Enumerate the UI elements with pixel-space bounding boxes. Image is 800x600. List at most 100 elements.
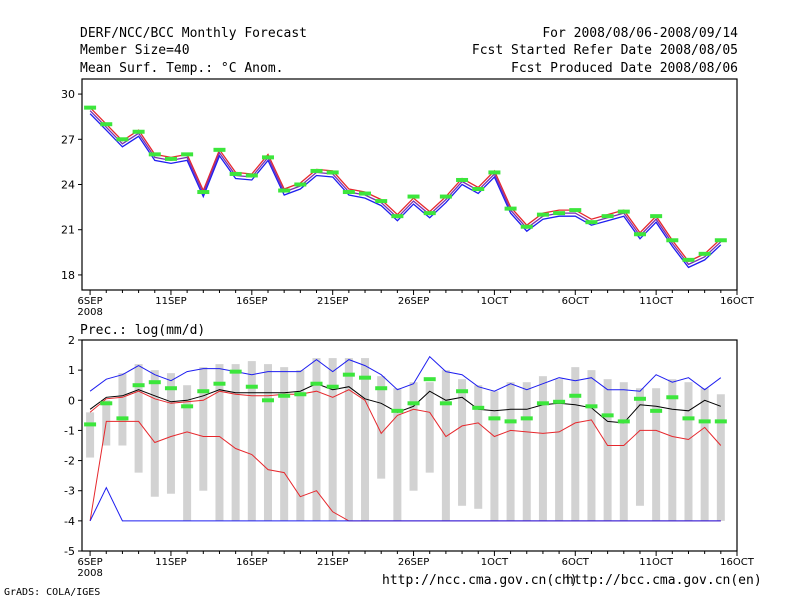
- observed-marker: [278, 393, 291, 398]
- y-tick-label: 2: [68, 334, 75, 347]
- series-line-lower: [89, 389, 722, 446]
- y-tick-label: -3: [64, 485, 75, 498]
- spread-bar: [571, 367, 580, 521]
- observed-marker: [666, 395, 679, 400]
- observed-marker: [391, 408, 404, 413]
- spread-bar: [700, 388, 709, 521]
- observed-marker: [391, 214, 404, 219]
- y-tick-label: -2: [64, 455, 75, 468]
- observed-marker: [132, 129, 145, 134]
- observed-marker: [342, 372, 355, 377]
- observed-marker: [132, 383, 145, 388]
- refer-date: Fcst Started Refer Date 2008/08/05: [471, 43, 738, 58]
- observed-marker: [520, 224, 533, 229]
- ncc-url[interactable]: http://ncc.cma.gov.cn(ch): [382, 573, 578, 588]
- observed-marker: [84, 422, 97, 427]
- forecast-period: For 2008/08/06-2008/09/14: [542, 26, 738, 41]
- observed-marker: [617, 209, 630, 214]
- series-line-ensemble-mean: [89, 110, 722, 266]
- spread-bar: [231, 364, 240, 521]
- observed-marker: [100, 401, 113, 406]
- observed-marker: [488, 170, 501, 175]
- x-tick-label: 6SEP: [78, 296, 103, 307]
- y-tick-label: 1: [68, 364, 75, 377]
- x-tick-label: 16OCT: [720, 296, 755, 307]
- observed-marker: [682, 257, 695, 262]
- observed-marker: [423, 377, 436, 382]
- observed-marker: [439, 194, 452, 199]
- spread-bar: [668, 379, 677, 521]
- spread-bar: [215, 364, 224, 521]
- y-tick-label: 21: [61, 224, 75, 237]
- spread-bar: [538, 376, 547, 521]
- observed-marker: [197, 389, 210, 394]
- spread-bar: [635, 388, 644, 506]
- spread-bar: [458, 379, 467, 506]
- spread-bar: [425, 382, 434, 473]
- x-tick-sublabel: 2008: [77, 307, 102, 318]
- observed-marker: [164, 156, 177, 161]
- spread-bar: [263, 364, 272, 521]
- spread-bar: [296, 370, 305, 521]
- observed-marker: [601, 413, 614, 418]
- observed-marker: [456, 177, 469, 182]
- member-size: Member Size=40: [80, 43, 190, 58]
- observed-marker: [423, 211, 436, 216]
- spread-bar: [603, 379, 612, 521]
- spread-bar: [652, 388, 661, 521]
- observed-marker: [714, 238, 727, 243]
- y-tick-label: 24: [61, 179, 75, 192]
- observed-marker: [326, 170, 339, 175]
- observed-marker: [326, 384, 339, 389]
- x-tick-label: 16SEP: [236, 296, 267, 307]
- observed-marker: [213, 147, 226, 152]
- observed-marker: [439, 401, 452, 406]
- spread-bar: [328, 358, 337, 521]
- observed-marker: [359, 375, 372, 380]
- spread-bar: [134, 364, 143, 473]
- spread-bar: [441, 370, 450, 521]
- observed-marker: [261, 398, 274, 403]
- observed-marker: [472, 187, 485, 192]
- observed-marker: [407, 401, 420, 406]
- series-line-mean: [89, 383, 721, 424]
- x-tick-sublabel: 2008: [77, 568, 102, 579]
- observed-marker: [278, 188, 291, 193]
- observed-marker: [181, 404, 194, 409]
- spread-bar: [247, 361, 256, 521]
- observed-marker: [504, 206, 517, 211]
- spread-bar: [587, 370, 596, 521]
- spread-bar: [506, 382, 515, 521]
- spread-bar: [474, 385, 483, 509]
- observed-marker: [310, 381, 323, 386]
- observed-marker: [261, 155, 274, 160]
- observed-marker: [375, 386, 388, 391]
- spread-bar: [344, 358, 353, 521]
- observed-marker: [504, 419, 517, 424]
- observed-marker: [553, 211, 566, 216]
- observed-marker: [633, 232, 646, 237]
- observed-marker: [164, 386, 177, 391]
- observed-marker: [585, 404, 598, 409]
- spread-bar: [150, 370, 159, 497]
- observed-marker: [569, 393, 582, 398]
- spread-bar: [619, 382, 628, 521]
- observed-marker: [569, 208, 582, 213]
- x-tick-label: 11OCT: [639, 557, 674, 568]
- observed-marker: [714, 419, 727, 424]
- bcc-url[interactable]: http://bcc.cma.gov.cn(en): [566, 573, 762, 588]
- observed-marker: [472, 405, 485, 410]
- precip-label: Prec.: log(mm/d): [80, 323, 206, 338]
- spread-bar: [183, 385, 192, 521]
- observed-marker: [181, 152, 194, 157]
- observed-marker: [342, 190, 355, 195]
- x-tick-label: 11SEP: [155, 557, 186, 568]
- series-line-lowest-bound: [89, 486, 721, 522]
- chart-title: DERF/NCC/BCC Monthly Forecast: [80, 26, 307, 41]
- observed-marker: [536, 401, 549, 406]
- y-tick-label: -5: [64, 545, 75, 558]
- spread-bar: [716, 394, 725, 521]
- series-line-upper: [89, 355, 722, 392]
- plot-frame: [81, 339, 738, 552]
- produced-date: Fcst Produced Date 2008/08/06: [511, 61, 738, 76]
